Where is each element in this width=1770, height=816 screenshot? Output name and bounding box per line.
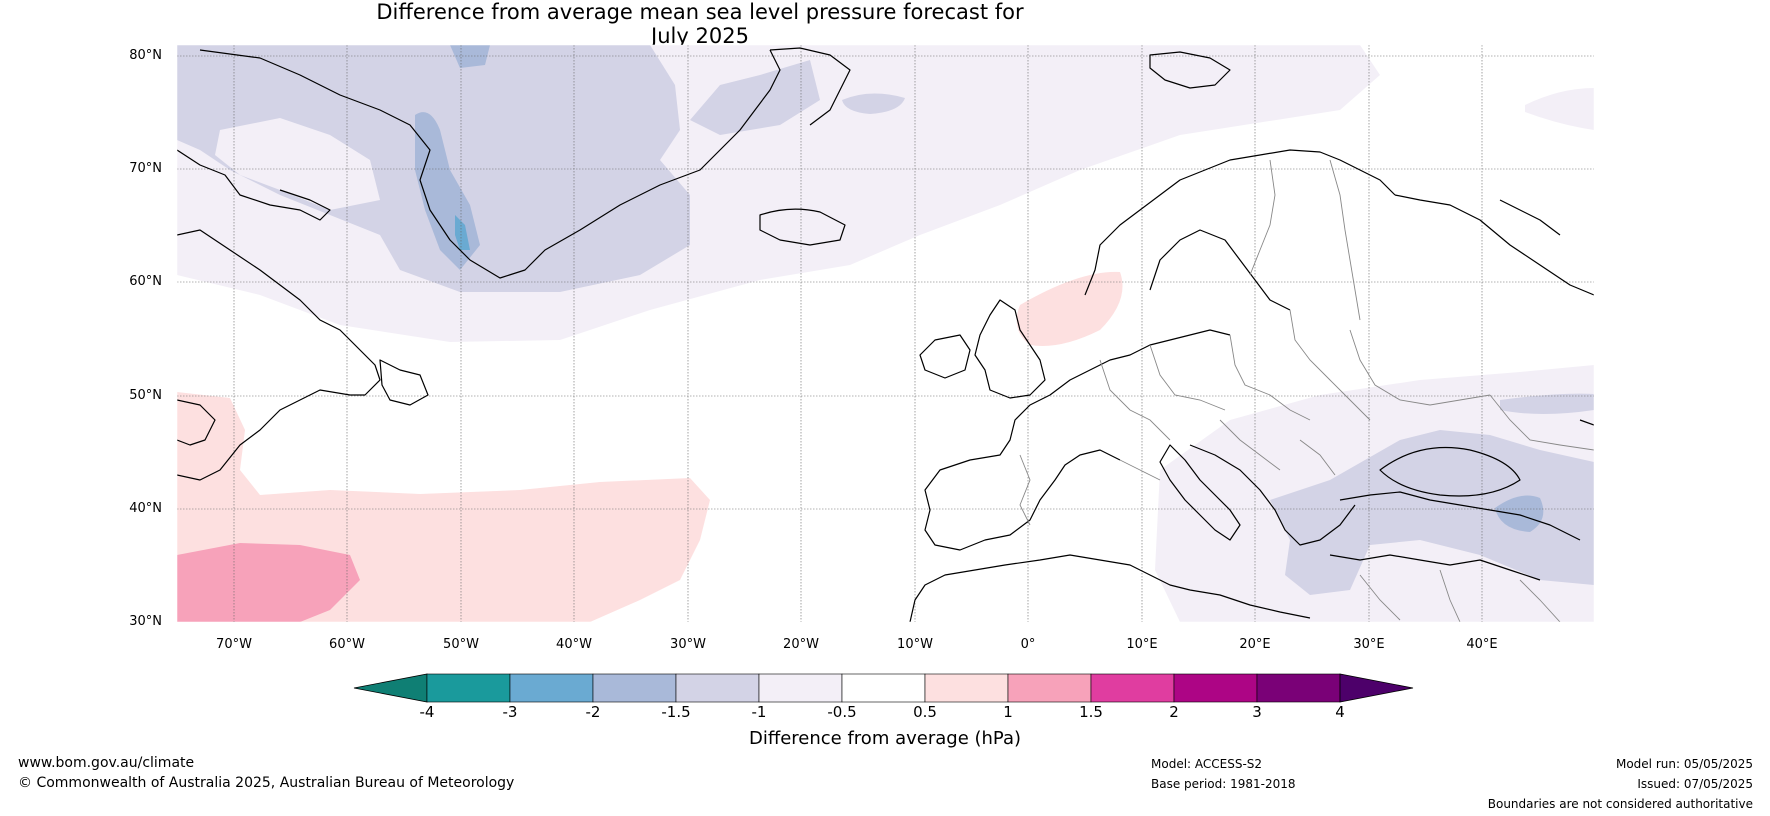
map-frame — [177, 45, 1594, 622]
country-borders — [1019, 159, 1594, 622]
colorbar-segment — [924, 673, 1009, 703]
colorbar-tick-label: 1 — [1003, 703, 1013, 721]
footer-website: www.bom.gov.au/climate — [18, 755, 195, 771]
lon-label-70w: 70°W — [216, 637, 252, 652]
lat-label-60n: 60°N — [129, 274, 162, 289]
coastline-turkey-south — [1329, 554, 1541, 581]
footer-disclaimer: Boundaries are not considered authoritat… — [1487, 797, 1753, 811]
colorbar — [353, 673, 1414, 703]
lon-label-40e: 40°E — [1466, 637, 1498, 652]
colorbar-segment — [1090, 673, 1175, 703]
coastline-balkans — [1189, 444, 1356, 546]
colorbar-segment — [1256, 673, 1341, 703]
colorbar-extend-low — [353, 673, 428, 703]
anomaly-region-rose-southwest — [177, 543, 360, 622]
coastline-ireland — [919, 334, 971, 379]
colorbar-segment — [592, 673, 677, 703]
coastline-great-britain — [974, 299, 1046, 399]
lon-label-10e: 10°E — [1126, 637, 1158, 652]
lat-label-70n: 70°N — [129, 161, 162, 176]
colorbar-segment — [675, 673, 760, 703]
footer-issued: Issued: 07/05/2025 — [1637, 777, 1753, 791]
anomaly-gap-white — [215, 118, 380, 210]
footer-model-run: Model run: 05/05/2025 — [1615, 757, 1753, 771]
lon-label-20w: 20°W — [783, 637, 819, 652]
lat-label-50n: 50°N — [129, 388, 162, 403]
coastline-hudson — [177, 399, 216, 446]
footer-base-period: Base period: 1981-2018 — [1151, 777, 1296, 791]
anomaly-region-deepblue-greenland — [455, 215, 470, 250]
coastlines — [177, 47, 1594, 622]
colorbar-tick-label: -4 — [419, 703, 435, 721]
map-title-line2: July 2025 — [651, 24, 749, 48]
lat-label-80n: 80°N — [129, 48, 162, 63]
coastline-baltic — [1149, 229, 1291, 311]
anomaly-region-blue-north — [450, 45, 490, 68]
colorbar-tick-label: 2 — [1169, 703, 1179, 721]
lon-label-40w: 40°W — [556, 637, 592, 652]
colorbar-tick-label: 4 — [1335, 703, 1345, 721]
colorbar-tick-label: 1.5 — [1079, 703, 1103, 721]
coastline-black-sea — [1379, 446, 1521, 497]
colorbar-segment — [1173, 673, 1258, 703]
colorbar-segment — [758, 673, 843, 703]
anomaly-shading — [177, 45, 1594, 622]
lon-label-30e: 30°E — [1353, 637, 1385, 652]
colorbar-segment — [509, 673, 594, 703]
coastline-turkey — [1339, 491, 1581, 541]
lat-label-40n: 40°N — [129, 501, 162, 516]
coastline-baffin — [177, 149, 331, 221]
anomaly-region-lavender-small — [842, 93, 905, 114]
anomaly-region-blue-caucasus — [1495, 495, 1544, 532]
colorbar-segment — [841, 673, 926, 703]
footer-model: Model: ACCESS-S2 — [1151, 757, 1263, 771]
lon-label-0: 0° — [1020, 637, 1036, 652]
coastline-north-africa — [909, 554, 1311, 622]
lon-label-30w: 30°W — [670, 637, 706, 652]
coastline-svalbard — [1149, 51, 1231, 89]
coastline-greenland — [199, 49, 781, 279]
colorbar-segment — [1007, 673, 1092, 703]
coastline-newfoundland — [379, 359, 429, 406]
coastline-caspian — [1579, 419, 1594, 426]
colorbar-extend-high — [1339, 673, 1414, 703]
coastline-labrador — [177, 229, 381, 481]
footer-copyright: © Commonwealth of Australia 2025, Austra… — [18, 775, 515, 791]
coastline-europe-west — [1049, 329, 1231, 396]
map-title: Difference from average mean sea level p… — [0, 0, 1400, 48]
colorbar-label: Difference from average (hPa) — [748, 728, 1022, 749]
anomaly-region-lavender3-southeast — [1500, 393, 1594, 414]
colorbar-tick-label: -3 — [502, 703, 518, 721]
coastline-iceland — [759, 208, 846, 246]
lon-label-20e: 20°E — [1239, 637, 1271, 652]
colorbar-tick-label: -1.5 — [661, 703, 691, 721]
colorbar-tick-label: -0.5 — [827, 703, 857, 721]
coastline-greenland-east — [769, 47, 851, 126]
colorbar-segment — [426, 673, 511, 703]
lat-label-30n: 30°N — [129, 614, 162, 629]
coastline-italy — [1159, 444, 1241, 541]
anomaly-region-lavender-iceland — [690, 60, 820, 135]
colorbar-tick-label: -2 — [585, 703, 601, 721]
colorbar-tick-label: 3 — [1252, 703, 1262, 721]
graticule — [177, 45, 1594, 622]
coastline-novaya-zemlya — [1499, 199, 1561, 236]
lon-label-50w: 50°W — [443, 637, 479, 652]
map-title-line1: Difference from average mean sea level p… — [376, 0, 1024, 24]
anomaly-region-pink-northsea — [1016, 271, 1123, 346]
colorbar-tick-label: -1 — [751, 703, 767, 721]
colorbar-tick-label: 0.5 — [913, 703, 937, 721]
coastline-russia-north — [1394, 194, 1594, 296]
lon-label-10w: 10°W — [897, 637, 933, 652]
coastline-scandinavia — [1084, 149, 1396, 296]
lon-label-60w: 60°W — [329, 637, 365, 652]
coastline-france-iberia — [924, 394, 1121, 551]
anomaly-region-lavender-arctic-east — [1525, 88, 1594, 130]
